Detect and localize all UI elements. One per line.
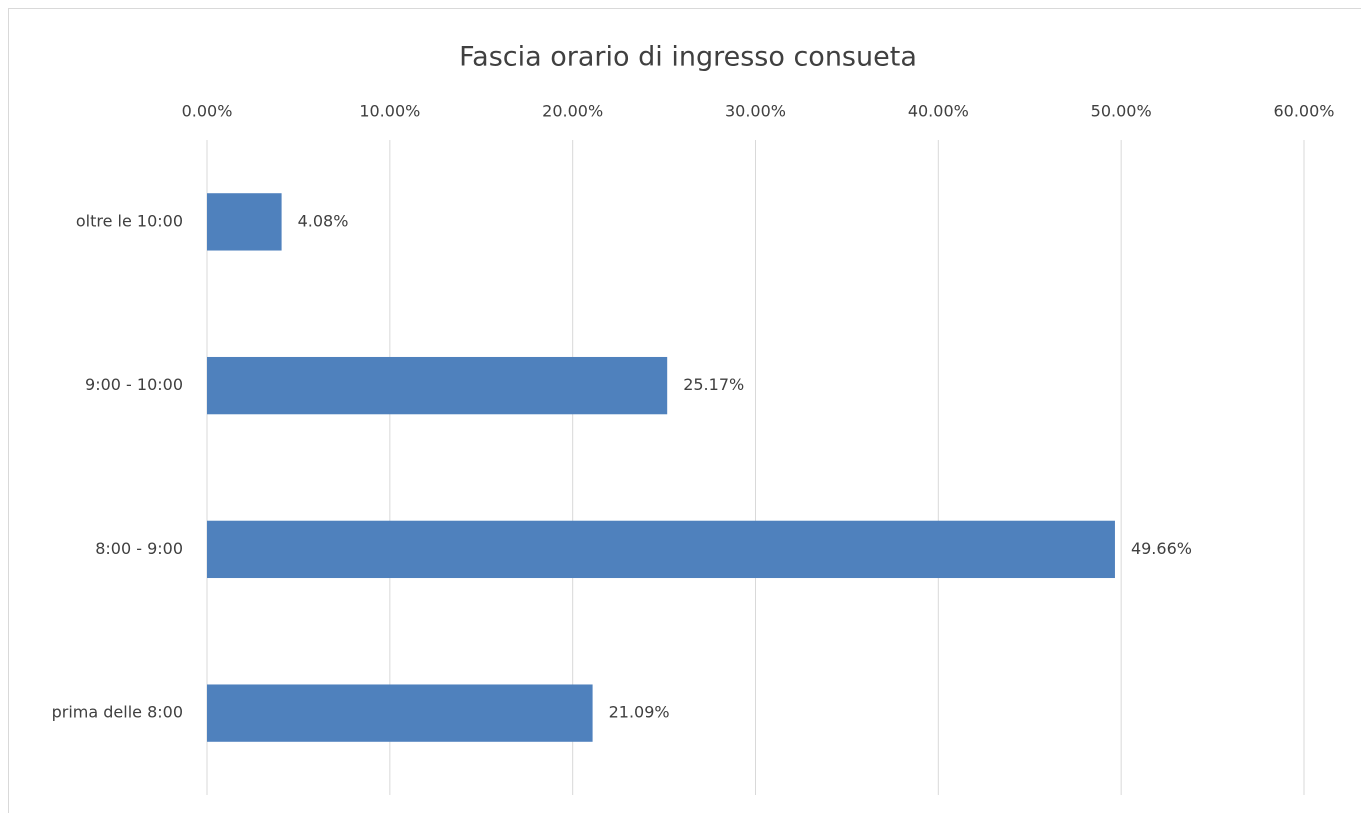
x-tick-label: 30.00% (725, 102, 786, 121)
bar (207, 356, 668, 415)
x-tick-label: 10.00% (359, 102, 420, 121)
bar (207, 520, 1115, 579)
x-tick-label: 50.00% (1091, 102, 1152, 121)
x-tick-label: 20.00% (542, 102, 603, 121)
chart-frame (8, 8, 1361, 813)
y-tick-label: oltre le 10:00 (76, 211, 183, 230)
x-tick-label: 60.00% (1273, 102, 1334, 121)
bar (207, 193, 282, 251)
x-tick-label: 0.00% (182, 102, 233, 121)
y-tick-label: prima delle 8:00 (52, 703, 183, 722)
data-label: 25.17% (683, 375, 744, 394)
bar (207, 684, 593, 742)
y-tick-label: 9:00 - 10:00 (85, 375, 183, 394)
data-label: 4.08% (298, 211, 349, 230)
y-tick-label: 8:00 - 9:00 (95, 539, 183, 558)
data-label: 49.66% (1131, 539, 1192, 558)
chart-title: Fascia orario di ingresso consueta (459, 42, 917, 73)
x-tick-label: 40.00% (908, 102, 969, 121)
data-label: 21.09% (609, 703, 670, 722)
